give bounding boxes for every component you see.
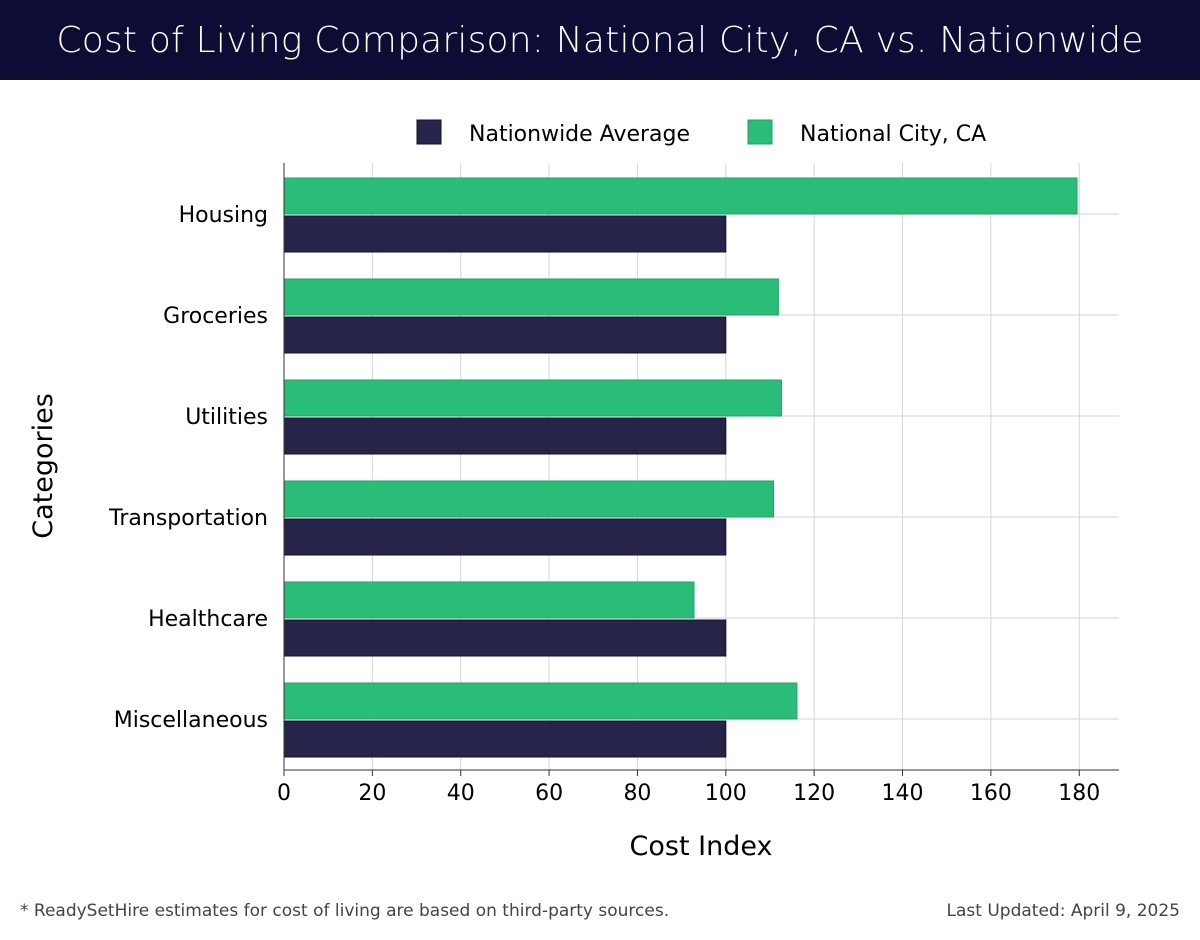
- bar-nationwide-average: [283, 316, 727, 354]
- category-label: Transportation: [108, 506, 268, 531]
- last-updated: Last Updated: April 9, 2025: [946, 901, 1180, 921]
- legend: Nationwide Average National City, CA: [416, 119, 986, 147]
- bar-nationwide-average: [283, 417, 727, 455]
- bar-national-city: [283, 278, 779, 316]
- x-tick-label: 120: [793, 781, 835, 806]
- category-label: Healthcare: [148, 607, 268, 632]
- x-tick-label: 160: [970, 781, 1012, 806]
- x-tick-label: 0: [277, 781, 291, 806]
- x-tick-label: 40: [447, 781, 475, 806]
- grid-lines: [283, 163, 1119, 770]
- bar-nationwide-average: [283, 518, 727, 556]
- x-tick-label: 60: [535, 781, 563, 806]
- legend-label: National City, CA: [800, 122, 986, 147]
- bar-nationwide-average: [283, 215, 727, 253]
- category-label: Housing: [179, 203, 268, 228]
- category-label: Groceries: [163, 304, 268, 329]
- bar-national-city: [283, 480, 775, 518]
- title-bar: Cost of Living Comparison: National City…: [0, 0, 1200, 80]
- axes: 0 20 40 60 80 100 120 140 160 180 Housing Groceries…: [108, 163, 1119, 806]
- y-axis-label: Categories: [28, 393, 59, 539]
- bar-national-city: [283, 379, 782, 417]
- x-tick-label: 20: [358, 781, 386, 806]
- bar-national-city: [283, 177, 1078, 215]
- x-tick-label: 100: [705, 781, 747, 806]
- category-label: Utilities: [185, 405, 268, 430]
- legend-label: Nationwide Average: [469, 122, 690, 147]
- bars: [283, 177, 1078, 758]
- bar-nationwide-average: [283, 720, 727, 758]
- x-tick-label: 180: [1058, 781, 1100, 806]
- footnote: * ReadySetHire estimates for cost of liv…: [20, 901, 670, 921]
- legend-swatch: [747, 119, 773, 145]
- bar-nationwide-average: [283, 619, 727, 657]
- x-axis-label: Cost Index: [630, 831, 773, 862]
- bar-national-city: [283, 581, 695, 619]
- legend-swatch: [416, 119, 442, 145]
- page-title: Cost of Living Comparison: National City…: [56, 19, 1144, 61]
- x-tick-label: 80: [623, 781, 651, 806]
- x-tick-label: 140: [882, 781, 924, 806]
- bar-chart: 0 20 40 60 80 100 120 140 160 180 Housing Groceries…: [28, 119, 1119, 862]
- bar-national-city: [283, 682, 798, 720]
- category-label: Miscellaneous: [114, 708, 268, 733]
